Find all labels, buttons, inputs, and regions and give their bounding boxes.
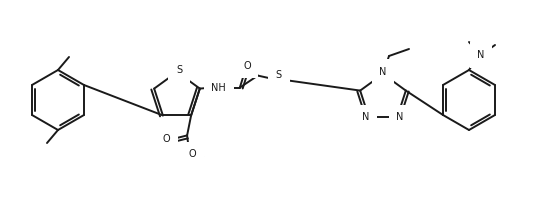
Text: N: N: [477, 50, 485, 60]
Text: N: N: [379, 67, 387, 77]
Text: N: N: [396, 112, 404, 122]
Text: S: S: [176, 65, 182, 75]
Text: N: N: [362, 112, 370, 122]
Text: O: O: [188, 149, 196, 159]
Text: S: S: [276, 70, 282, 80]
Text: NH: NH: [212, 83, 226, 93]
Text: O: O: [243, 60, 251, 71]
Text: O: O: [163, 134, 170, 144]
